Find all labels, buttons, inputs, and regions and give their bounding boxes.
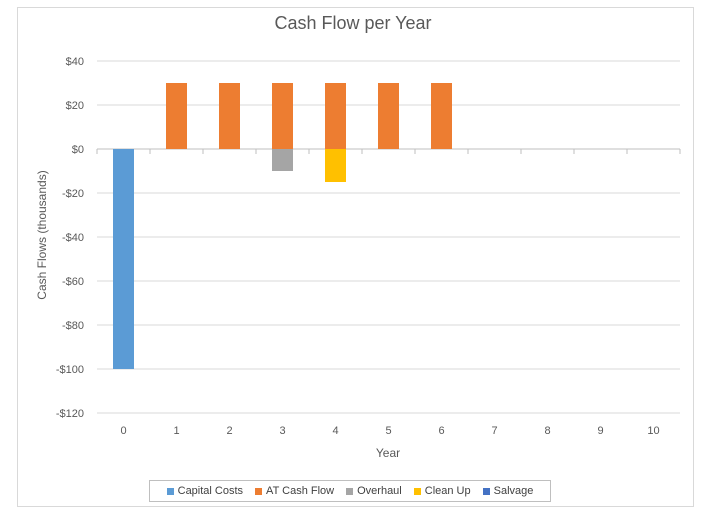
legend-label: Overhaul (357, 485, 402, 497)
bar-at-cash-flow-year-2 (219, 83, 240, 149)
legend-swatch (482, 487, 490, 495)
legend-item-capital-costs: Capital Costs (166, 485, 244, 497)
y-tick-label: -$120 (56, 408, 84, 420)
legend-swatch (255, 487, 263, 495)
legend-swatch (166, 487, 174, 495)
x-tick-label: 3 (279, 425, 285, 437)
bar-at-cash-flow-year-4 (325, 83, 346, 149)
y-tick-label: -$100 (56, 364, 84, 376)
x-tick-label: 10 (647, 425, 659, 437)
legend-item-overhaul: Overhaul (346, 485, 402, 497)
x-tick-label: 4 (332, 425, 338, 437)
legend-item-salvage: Salvage (482, 485, 534, 497)
bar-overhaul-year-3 (272, 149, 293, 171)
x-tick-label: 2 (226, 425, 232, 437)
legend: Capital Costs AT Cash Flow Overhaul Clean U… (149, 480, 551, 502)
x-tick-label: 8 (544, 425, 550, 437)
legend-label: Clean Up (424, 485, 471, 497)
legend-item-clean-up: Clean Up (413, 485, 471, 497)
y-tick-label: $40 (66, 56, 84, 68)
y-tick-label: -$40 (62, 232, 84, 244)
legend-swatch (413, 487, 421, 495)
legend-swatch (346, 487, 354, 495)
legend-label: Salvage (493, 485, 534, 497)
x-axis-title: Year (376, 446, 400, 460)
y-axis-title: Cash Flows (thousands) (35, 170, 49, 299)
bar-capital-costs-year-0 (113, 149, 134, 369)
y-tick-label: -$20 (62, 188, 84, 200)
x-tick-label: 6 (438, 425, 444, 437)
y-tick-label: -$60 (62, 276, 84, 288)
x-tick-label: 5 (385, 425, 391, 437)
chart-title: Cash Flow per Year (274, 13, 432, 33)
x-tick-label: 9 (597, 425, 603, 437)
bar-at-cash-flow-year-6 (431, 83, 452, 149)
x-tick-label: 7 (491, 425, 497, 437)
y-tick-label: $0 (72, 144, 84, 156)
bar-at-cash-flow-year-1 (166, 83, 187, 149)
bar-at-cash-flow-year-3 (272, 83, 293, 149)
legend-item-at-cash-flow: AT Cash Flow (255, 485, 334, 497)
y-tick-label: -$80 (62, 320, 84, 332)
legend-label: AT Cash Flow (266, 485, 335, 497)
x-tick-label: 0 (120, 425, 126, 437)
bar-clean-up-year-4 (325, 149, 346, 182)
x-tick-label: 1 (173, 425, 179, 437)
legend-label: Capital Costs (177, 485, 244, 497)
y-tick-label: $20 (66, 100, 84, 112)
bar-at-cash-flow-year-5 (378, 83, 399, 149)
